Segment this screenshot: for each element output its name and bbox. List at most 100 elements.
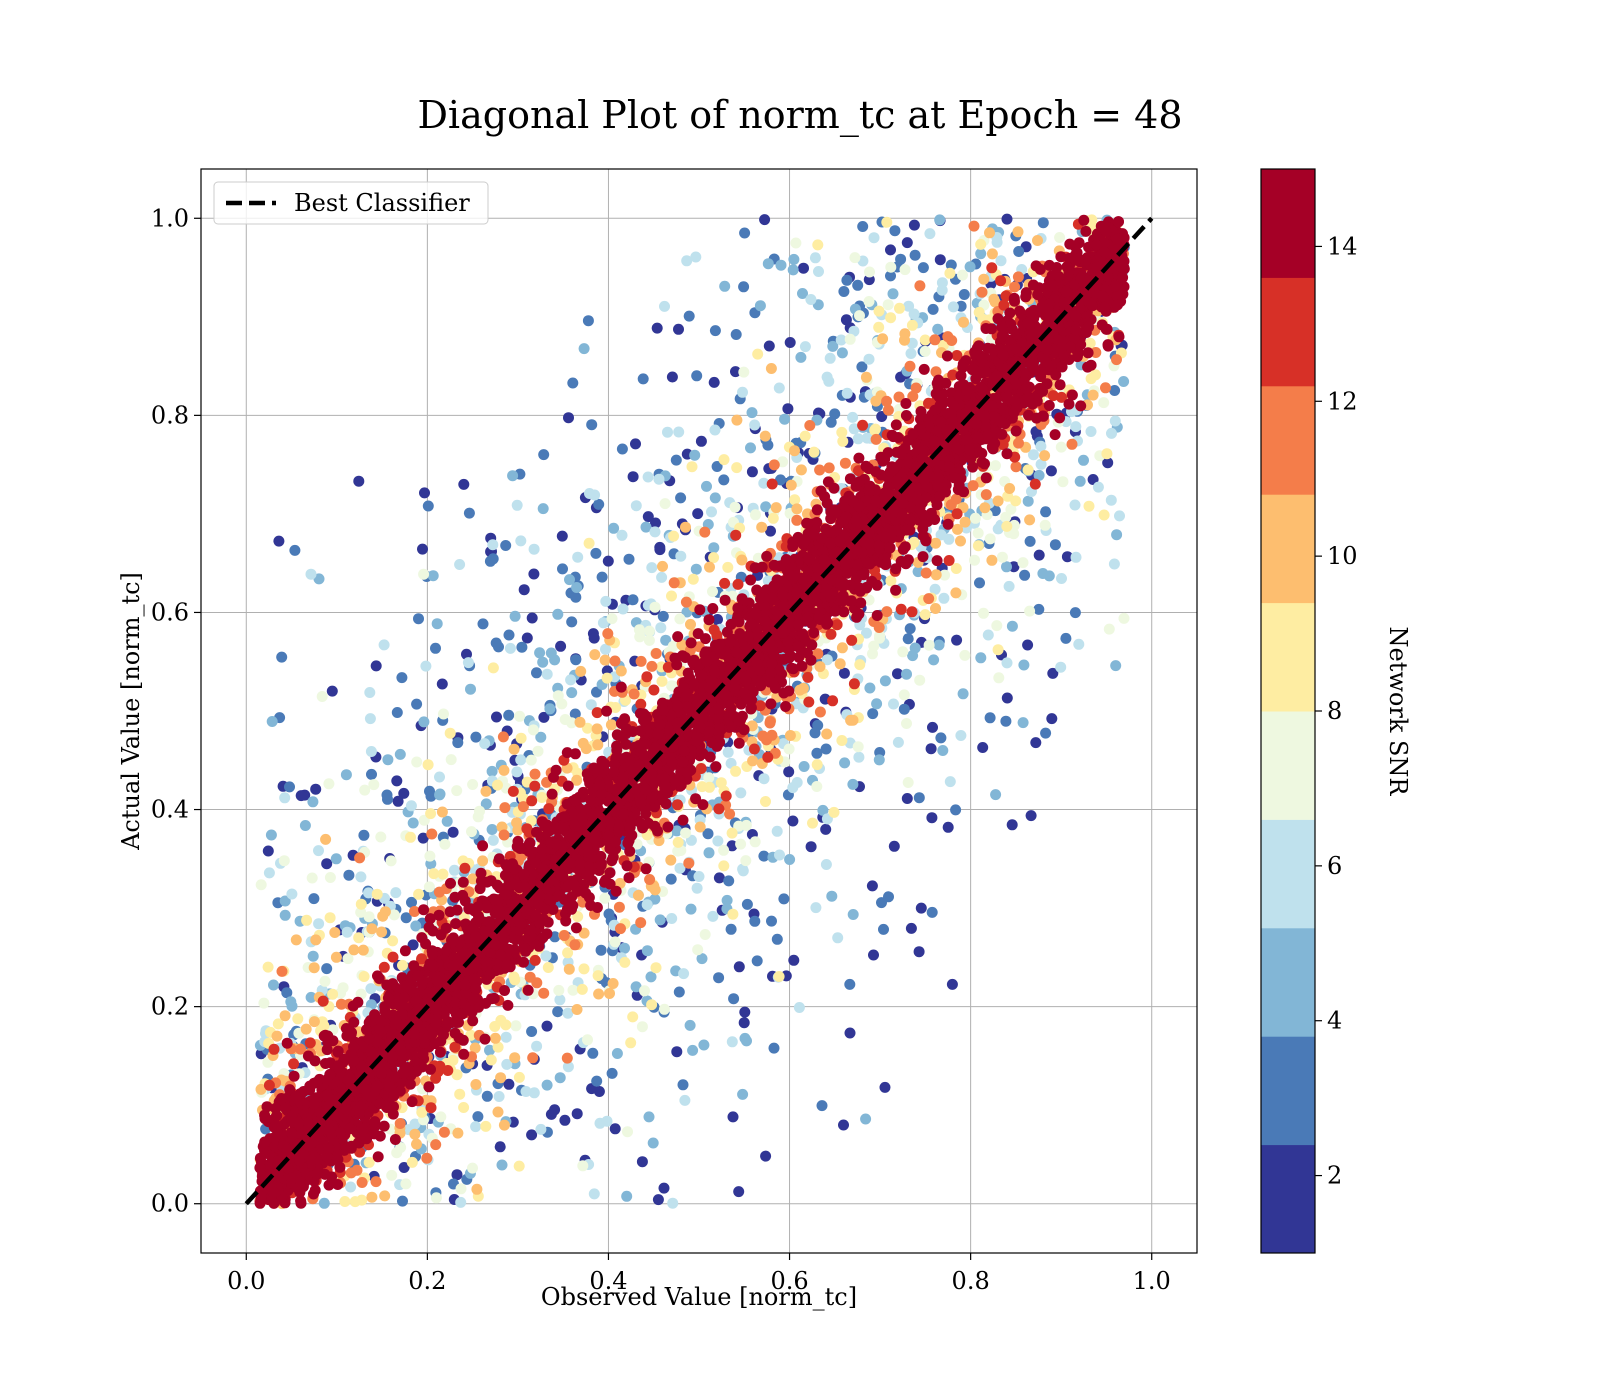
data-point <box>397 1195 408 1207</box>
data-point <box>487 553 499 565</box>
data-point <box>759 214 771 226</box>
data-point <box>836 426 848 438</box>
data-point <box>926 906 938 918</box>
data-point <box>1029 478 1041 490</box>
data-point <box>406 1156 418 1168</box>
data-point <box>398 787 410 799</box>
data-point <box>474 805 485 817</box>
data-point <box>685 903 697 915</box>
data-point <box>671 825 683 837</box>
data-point <box>739 227 751 239</box>
data-point <box>727 1111 739 1123</box>
data-point <box>692 508 704 520</box>
data-point <box>831 619 843 631</box>
data-point <box>944 267 956 279</box>
data-point <box>765 363 777 374</box>
data-point <box>1000 715 1012 727</box>
data-point <box>1032 235 1043 246</box>
data-point <box>834 658 846 670</box>
data-point <box>847 909 859 920</box>
data-point <box>639 985 650 997</box>
data-point <box>436 678 448 690</box>
data-point <box>500 540 512 551</box>
data-point <box>944 776 956 788</box>
data-point <box>990 460 1001 472</box>
data-point <box>284 781 295 793</box>
data-point <box>763 340 775 352</box>
data-point <box>606 855 618 867</box>
data-point <box>553 984 565 996</box>
data-point <box>354 852 366 864</box>
data-point <box>1033 603 1045 615</box>
data-point <box>853 751 865 763</box>
data-point <box>986 248 998 260</box>
data-point <box>1055 441 1067 453</box>
data-point <box>687 573 699 585</box>
data-point <box>680 827 692 839</box>
data-point <box>804 420 816 431</box>
data-point <box>420 660 432 672</box>
data-point <box>554 1072 566 1084</box>
data-point <box>699 526 711 538</box>
data-point <box>281 1037 293 1049</box>
data-point <box>932 323 944 335</box>
data-point <box>1037 568 1049 579</box>
data-point <box>472 1111 484 1123</box>
data-point <box>496 1159 508 1171</box>
data-point <box>418 716 430 728</box>
data-point <box>582 315 594 327</box>
data-point <box>868 949 879 961</box>
data-point <box>394 748 406 760</box>
data-point <box>520 1086 532 1097</box>
data-point <box>690 563 702 575</box>
data-point <box>791 514 803 526</box>
data-point <box>926 812 938 824</box>
data-point <box>1103 623 1115 635</box>
data-point <box>775 474 786 486</box>
data-point <box>1111 354 1122 366</box>
data-point <box>521 632 533 644</box>
data-point <box>745 442 756 454</box>
data-point <box>820 859 832 870</box>
data-point <box>996 551 1008 563</box>
data-point <box>1010 425 1022 437</box>
data-point <box>487 834 499 846</box>
data-point <box>849 252 861 264</box>
data-point <box>1069 607 1081 619</box>
data-point <box>873 622 885 633</box>
data-point <box>370 1176 382 1188</box>
data-point <box>655 622 667 634</box>
data-point <box>511 499 523 511</box>
data-point <box>836 735 848 746</box>
data-point <box>1045 465 1057 477</box>
data-point <box>326 685 338 697</box>
data-point <box>925 743 937 755</box>
data-point <box>577 737 589 749</box>
data-point <box>863 353 875 365</box>
data-point <box>933 639 945 651</box>
data-point <box>787 264 799 276</box>
data-point <box>470 1079 482 1090</box>
data-point <box>936 277 948 289</box>
data-point <box>487 662 499 674</box>
data-point <box>557 563 568 575</box>
data-point <box>844 1027 856 1039</box>
data-point <box>363 911 375 923</box>
data-point <box>545 1108 557 1120</box>
data-point <box>407 939 419 951</box>
data-point <box>368 779 380 791</box>
data-point <box>826 890 838 902</box>
data-point <box>636 1021 648 1033</box>
data-point <box>265 829 277 841</box>
data-point <box>885 244 896 256</box>
data-point <box>677 1079 689 1091</box>
data-point <box>591 707 603 719</box>
data-point <box>771 933 783 945</box>
data-point <box>1001 561 1012 573</box>
data-point <box>358 971 370 982</box>
data-point <box>832 932 844 944</box>
data-point <box>684 1019 696 1031</box>
data-point <box>852 741 864 753</box>
data-point <box>569 708 581 720</box>
data-point <box>650 517 661 529</box>
